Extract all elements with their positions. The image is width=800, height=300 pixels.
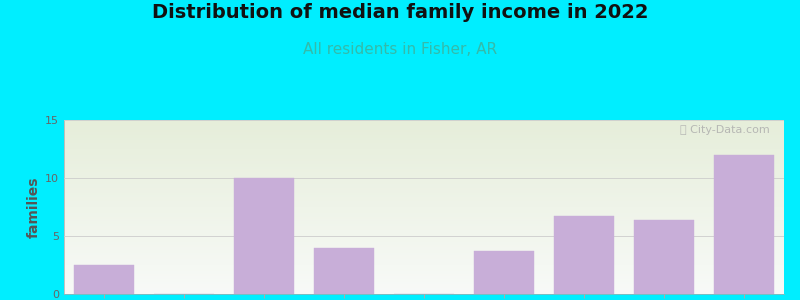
Text: Ⓢ City-Data.com: Ⓢ City-Data.com <box>680 125 770 135</box>
Bar <box>634 220 694 294</box>
Text: All residents in Fisher, AR: All residents in Fisher, AR <box>303 42 497 57</box>
Bar <box>714 155 774 294</box>
Bar <box>74 265 134 294</box>
Bar <box>234 178 294 294</box>
Bar <box>474 251 534 294</box>
Bar <box>554 216 614 294</box>
Text: Distribution of median family income in 2022: Distribution of median family income in … <box>152 3 648 22</box>
Y-axis label: families: families <box>27 176 41 238</box>
Bar <box>314 248 374 294</box>
